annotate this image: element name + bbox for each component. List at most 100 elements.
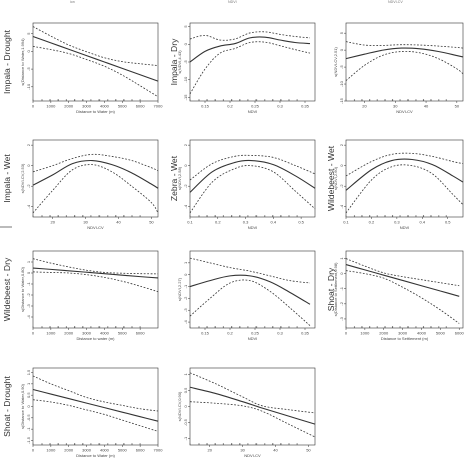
lower-ci-line	[345, 50, 464, 81]
plot-frame	[32, 367, 159, 446]
y-tick-label: 1	[26, 260, 31, 263]
x-tick-label: 0.2	[215, 220, 221, 225]
y-tick-label: 1	[183, 261, 188, 264]
top-crop-text: NDVI	[228, 0, 237, 4]
x-tick-label: 20	[362, 104, 367, 109]
y-tick-label: -10	[339, 80, 344, 87]
x-tick-label: 0.2	[227, 104, 233, 109]
upper-ci-line	[189, 154, 316, 181]
fit-line	[189, 274, 311, 305]
x-tick-label: 4000	[100, 448, 110, 453]
y-axis-label: s(Distance to Water,0.90)	[20, 383, 25, 429]
y-tick-label: -15	[183, 94, 188, 101]
y-tick-label: 1.5	[26, 369, 31, 375]
x-tick-label: 0.2	[369, 220, 375, 225]
lower-ci-line	[189, 279, 311, 326]
fit-line	[345, 158, 464, 191]
x-axis-label: NDVI	[248, 336, 258, 341]
plot-frame	[345, 139, 464, 218]
y-axis-label: s(NDVI-CV,2.51)	[333, 47, 338, 77]
x-axis-label: NDVI-CV	[396, 109, 413, 114]
y-tick-label: -1	[26, 427, 31, 431]
lower-ci-line	[189, 41, 311, 95]
fit-line	[32, 159, 159, 189]
x-tick-label: 3000	[82, 104, 92, 109]
y-tick-label: 0	[183, 273, 188, 276]
y-tick-label: 0	[26, 271, 31, 274]
top-crop-text: NDVI-CV	[388, 0, 403, 4]
x-tick-label: 0.35	[301, 331, 310, 336]
y-tick-label: 2	[183, 143, 188, 146]
x-tick-label: 5000	[118, 448, 128, 453]
upper-ci-line	[189, 31, 311, 41]
upper-ci-line	[32, 375, 159, 412]
x-tick-label: 4000	[100, 104, 110, 109]
x-tick-label: 6000	[136, 448, 146, 453]
x-axis-label: NDVI	[248, 109, 258, 114]
x-tick-label: 6000	[455, 331, 465, 336]
x-tick-label: 0.1	[343, 220, 349, 225]
x-tick-label: 5000	[436, 331, 446, 336]
x-tick-label: 40	[273, 448, 278, 453]
plot-frame	[32, 22, 159, 102]
x-tick-label: 0.1	[187, 220, 193, 225]
y-tick-label: -4	[339, 204, 344, 208]
x-tick-label: 0.5	[298, 220, 304, 225]
x-tick-label: 1000	[46, 448, 56, 453]
y-axis-label: s(Distance to Water,0.80)	[20, 266, 25, 312]
upper-ci-line	[345, 152, 464, 177]
x-tick-label: 6000	[136, 331, 146, 336]
y-tick-label: -15	[339, 97, 344, 104]
lower-ci-line	[32, 164, 159, 214]
upper-ci-line	[345, 41, 464, 49]
x-tick-label: 0.35	[301, 104, 310, 109]
y-tick-label: -2	[183, 184, 188, 188]
y-tick-label: -4	[26, 204, 31, 208]
x-tick-label: 2000	[379, 331, 389, 336]
x-tick-label: 30	[240, 448, 245, 453]
upper-ci-line	[189, 372, 316, 414]
fit-line	[189, 386, 316, 425]
y-tick-label: -1	[183, 436, 188, 440]
x-tick-label: 1000	[360, 331, 370, 336]
x-tick-label: 0	[345, 331, 348, 336]
y-tick-label: 5	[183, 25, 188, 28]
x-tick-label: 30	[83, 220, 88, 225]
y-tick-label: 0	[183, 164, 188, 167]
panel-row-label: Shoat - Drought	[2, 376, 12, 437]
plot-frame	[189, 367, 316, 446]
lower-ci-line	[32, 271, 159, 293]
y-axis-label: s(Distance to Water,1.994)	[20, 38, 25, 86]
y-axis-label: s(NDVI-CV,2.53)	[20, 163, 25, 193]
y-tick-label: 0.5	[26, 392, 31, 398]
panel-row-label: Impala - Dry	[169, 38, 179, 85]
x-axis-label: Distance to Settlement (m)	[381, 336, 429, 341]
x-tick-label: 3000	[82, 331, 92, 336]
x-tick-label: 7000	[154, 448, 164, 453]
y-tick-label: -5	[339, 65, 344, 69]
x-tick-label: 3000	[398, 331, 408, 336]
upper-ci-line	[32, 26, 159, 66]
x-tick-label: 0.3	[394, 220, 400, 225]
plot-frame	[32, 250, 159, 329]
x-tick-label: 0.4	[271, 220, 277, 225]
fit-line	[345, 264, 460, 297]
x-tick-label: 3000	[82, 448, 92, 453]
y-tick-label: -4	[183, 204, 188, 208]
y-tick-label: -1	[26, 281, 31, 285]
x-tick-label: 1000	[46, 331, 56, 336]
x-tick-label: 2000	[64, 331, 74, 336]
fit-line	[32, 267, 159, 279]
x-tick-label: 30	[393, 104, 398, 109]
y-tick-label: 0	[26, 49, 31, 52]
panel-row-label: Wildebeest - Wet	[326, 145, 336, 211]
x-tick-label: 5000	[118, 104, 128, 109]
x-tick-label: 50	[306, 448, 311, 453]
upper-ci-line	[189, 257, 311, 284]
y-tick-label: -5	[26, 67, 31, 71]
plot-frame	[345, 250, 464, 329]
top-crop-text: ion	[70, 0, 75, 4]
fit-line	[189, 159, 316, 193]
y-tick-label: -3	[183, 308, 188, 312]
y-tick-label: -1	[339, 286, 344, 290]
